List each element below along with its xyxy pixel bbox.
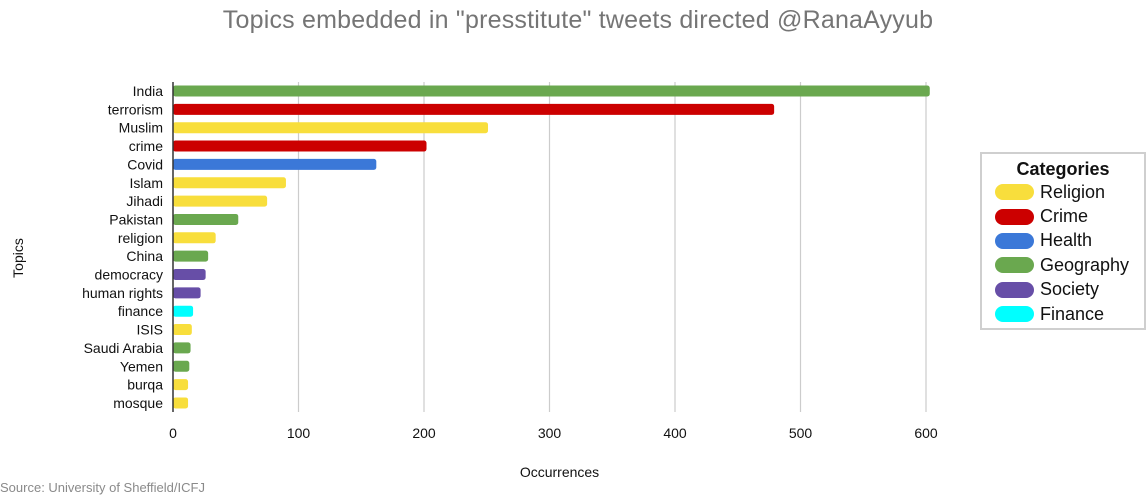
chart-title: Topics embedded in "presstitute" tweets … <box>222 6 934 34</box>
y-tick-label: crime <box>129 138 163 154</box>
bars <box>173 85 930 409</box>
legend-item-health: Health <box>982 229 1144 253</box>
y-tick-label: India <box>133 83 164 99</box>
y-tick-label: religion <box>118 230 163 246</box>
y-tick-label: Covid <box>127 156 163 172</box>
source-note: Source: University of Sheffield/ICFJ <box>0 480 205 495</box>
y-tick-label: Islam <box>130 175 163 191</box>
legend-label: Finance <box>1040 303 1105 324</box>
bar-human-rights <box>173 287 201 299</box>
bar-islam <box>173 177 286 189</box>
y-tick-label: Muslim <box>119 120 163 136</box>
y-tick-label: Saudi Arabia <box>84 340 164 356</box>
y-axis-title: Topics <box>10 238 26 278</box>
y-tick-label: ISIS <box>137 322 163 338</box>
legend-item-finance: Finance <box>982 302 1144 326</box>
y-tick-label: finance <box>118 303 163 319</box>
bar-terrorism <box>173 103 775 115</box>
legend-swatch <box>995 208 1034 225</box>
y-tick-label: Pakistan <box>109 211 163 227</box>
x-tick-label: 500 <box>789 425 813 441</box>
y-tick-label: Yemen <box>120 358 163 374</box>
y-tick-label: Jihadi <box>126 193 163 209</box>
legend-item-religion: Religion <box>982 180 1144 204</box>
x-tick-labels: 0 100 200 300 400 500 600 <box>169 425 938 441</box>
legend-item-society: Society <box>982 278 1144 302</box>
bar-isis <box>173 324 192 336</box>
legend-item-crime: Crime <box>982 204 1144 228</box>
bar-finance <box>173 305 194 317</box>
bar-burqa <box>173 379 189 391</box>
y-tick-label: mosque <box>113 395 163 411</box>
x-tick-label: 300 <box>538 425 562 441</box>
y-tick-label: terrorism <box>108 101 163 117</box>
bar-india <box>173 85 930 97</box>
x-tick-label: 200 <box>412 425 436 441</box>
bar-democracy <box>173 269 206 280</box>
legend-label: Crime <box>1040 206 1088 227</box>
y-tick-labels: India terrorism Muslim crime Covid Islam Jihad… <box>82 83 163 411</box>
x-tick-label: 100 <box>287 425 311 441</box>
bar-crime <box>173 140 427 152</box>
x-axis-title: Occurrences <box>520 464 599 480</box>
legend-label: Health <box>1040 230 1093 251</box>
legend-label: Society <box>1040 279 1100 300</box>
bar-yemen <box>173 360 190 372</box>
bar-religion <box>173 232 216 244</box>
x-tick-label: 0 <box>169 425 177 441</box>
legend-title: Categories <box>1016 159 1110 179</box>
bar-pakistan <box>173 213 239 225</box>
x-tick-label: 600 <box>914 425 938 441</box>
y-tick-label: burqa <box>127 377 163 393</box>
legend: Categories Religion Crime Health Geography S… <box>980 152 1146 330</box>
bar-china <box>173 250 209 262</box>
bar-mosque <box>173 397 189 409</box>
bar-muslim <box>173 122 489 134</box>
legend-swatch <box>995 257 1034 274</box>
legend-label: Religion <box>1040 181 1106 202</box>
legend-swatch <box>995 281 1034 298</box>
legend-item-geography: Geography <box>982 253 1144 277</box>
bar-saudi-arabia <box>173 342 191 354</box>
x-tick-label: 400 <box>663 425 687 441</box>
y-tick-label: human rights <box>82 285 163 301</box>
grid-lines <box>297 82 927 412</box>
bar-jihadi <box>173 195 268 207</box>
legend-swatch <box>995 232 1034 249</box>
legend-swatch <box>995 184 1034 201</box>
bar-covid <box>173 158 377 170</box>
legend-items: Religion Crime Health Geography Society Finan… <box>982 180 1144 326</box>
y-tick-label: China <box>126 248 163 264</box>
y-tick-label: democracy <box>95 267 163 283</box>
legend-label: Geography <box>1040 254 1130 275</box>
legend-swatch <box>995 306 1034 323</box>
